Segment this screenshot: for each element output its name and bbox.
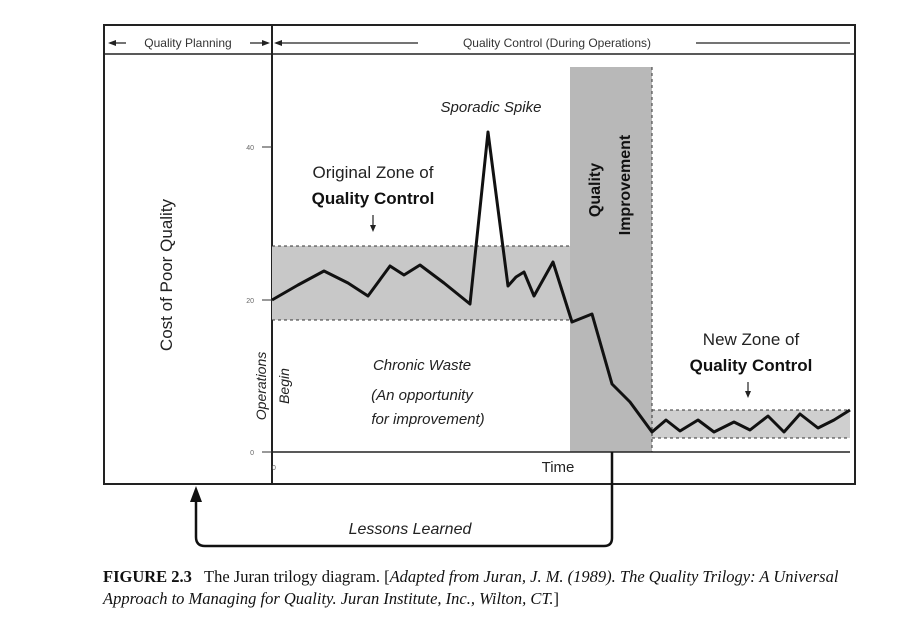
caption-text: The Juran trilogy diagram. [ bbox=[204, 567, 390, 586]
quality-control-label: Quality Control (During Operations) bbox=[463, 36, 651, 50]
lessons-learned-loop bbox=[190, 452, 614, 548]
sporadic-spike-label: Sporadic Spike bbox=[441, 99, 542, 116]
quality-control-span: Quality Control (During Operations) bbox=[274, 34, 850, 52]
time-axis-label: Time bbox=[542, 459, 575, 476]
original-zone-band bbox=[272, 246, 570, 320]
quality-improvement-column bbox=[570, 67, 652, 452]
quality-improvement-label-2: Improvement bbox=[617, 134, 634, 235]
opportunity-label-2: for improvement) bbox=[371, 411, 484, 428]
y-axis-label: Cost of Poor Quality bbox=[157, 198, 176, 351]
figure-number: FIGURE 2.3 bbox=[103, 567, 192, 586]
original-zone-label: Original Zone of bbox=[313, 163, 434, 182]
quality-planning-label: Quality Planning bbox=[144, 36, 231, 50]
x-tick-0: 0 bbox=[272, 465, 276, 472]
begin-label: Begin bbox=[276, 368, 292, 404]
opportunity-label-1: (An opportunity bbox=[371, 387, 474, 404]
figure-frame bbox=[103, 24, 856, 485]
y-tick-40: 40 bbox=[246, 145, 254, 152]
y-tick-20: 20 bbox=[246, 298, 254, 305]
y-ticks: 40 20 0 bbox=[246, 145, 272, 457]
quality-improvement-label-1: Quality bbox=[587, 163, 604, 217]
new-zone-band bbox=[652, 410, 850, 438]
figure-caption: FIGURE 2.3 The Juran trilogy diagram. [A… bbox=[103, 566, 863, 610]
quality-performance-line bbox=[271, 130, 851, 434]
original-zone-quality-control: Quality Control bbox=[312, 189, 435, 208]
chronic-waste-label: Chronic Waste bbox=[373, 357, 471, 374]
original-zone-arrow bbox=[370, 215, 376, 232]
lessons-learned-label: Lessons Learned bbox=[349, 521, 473, 538]
new-zone-quality-control: Quality Control bbox=[690, 356, 813, 375]
new-zone-label: New Zone of bbox=[703, 330, 800, 349]
operations-label: Operations bbox=[253, 352, 269, 420]
y-tick-0: 0 bbox=[250, 450, 254, 457]
caption-close: ] bbox=[553, 589, 560, 608]
new-zone-arrow bbox=[745, 382, 751, 398]
quality-planning-span: Quality Planning bbox=[108, 34, 270, 52]
caption-citation: Adapted from Juran, J. M. (1989). The Qu… bbox=[103, 567, 839, 608]
